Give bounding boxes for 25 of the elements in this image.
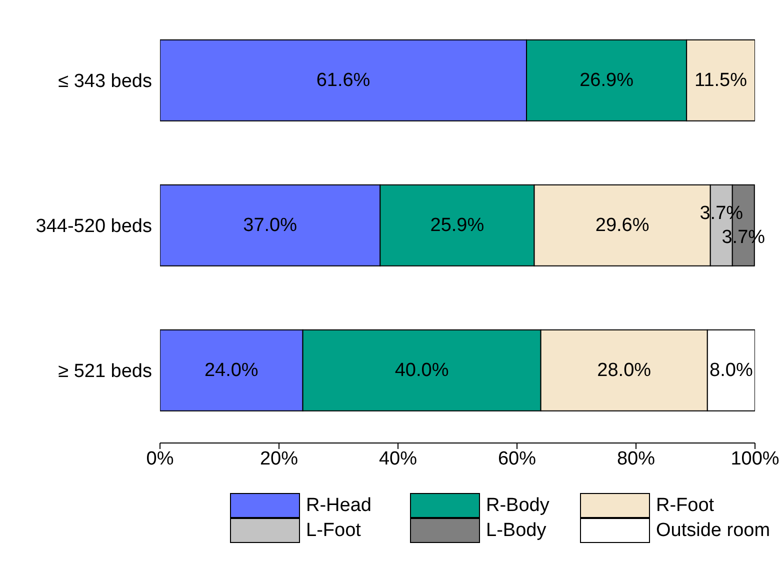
- x-tick-label: 80%: [616, 448, 656, 470]
- x-tick-label: 20%: [260, 448, 298, 470]
- legend-label: Outside room: [656, 520, 770, 542]
- data-label: 61.6%: [316, 70, 370, 91]
- x-tick-label: 40%: [378, 448, 418, 470]
- x-tick-label: 60%: [498, 448, 536, 470]
- data-label: 29.6%: [595, 214, 650, 236]
- legend-label: L-Body: [486, 520, 546, 542]
- data-label: 24.0%: [204, 360, 258, 381]
- data-label: 11.5%: [694, 70, 748, 91]
- data-label: 28.0%: [597, 360, 652, 381]
- data-label: 40.0%: [394, 360, 449, 381]
- data-label: 8.0%: [710, 360, 753, 381]
- legend-label: L-Foot: [306, 520, 361, 542]
- x-tick-label: 100%: [730, 448, 780, 470]
- legend-label: R-Body: [486, 494, 550, 516]
- legend-label: R-Head: [306, 494, 372, 516]
- data-label: 37.0%: [243, 214, 298, 236]
- y-tick-label: ≤ 343 beds: [58, 71, 152, 92]
- data-label: 26.9%: [580, 70, 634, 91]
- y-tick-label: 344-520 beds: [36, 216, 152, 238]
- legend-label: R-Foot: [656, 494, 714, 516]
- x-tick-label: 0%: [146, 448, 174, 470]
- y-tick-label: ≥ 521 beds: [58, 361, 152, 382]
- data-label: 25.9%: [430, 214, 484, 236]
